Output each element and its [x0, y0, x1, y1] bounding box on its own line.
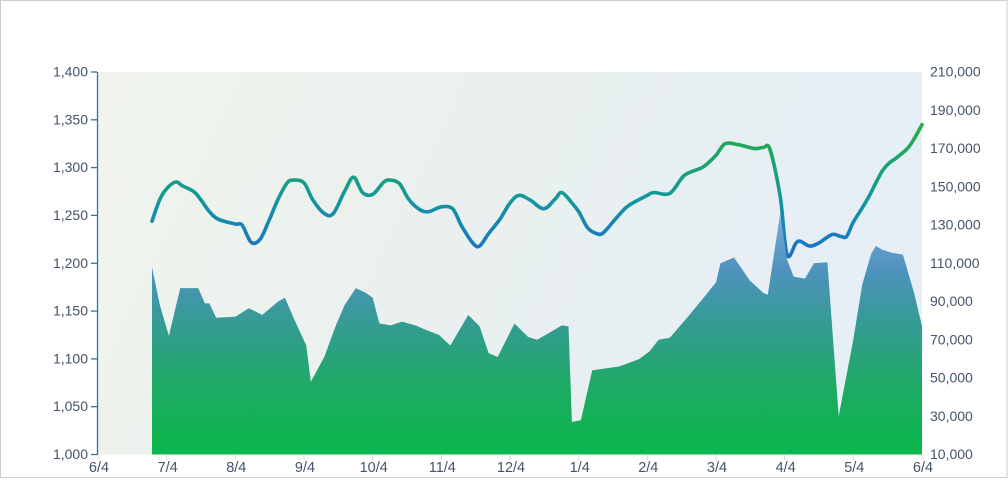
right-axis-tick-label: 110,000	[930, 255, 980, 271]
x-axis-tick-label: 6/4	[913, 460, 933, 476]
x-axis-tick-label: 2/4	[638, 460, 658, 476]
right-axis-tick-label: 90,000	[930, 293, 973, 309]
volume-area-series	[152, 213, 922, 455]
x-axis-tick-label: 1/4	[570, 460, 590, 476]
right-axis: 10,000 30,000 50,000 70,000 90,000 110,000 130…	[930, 64, 981, 463]
x-axis-tick-label: 9/4	[295, 460, 315, 476]
left-axis-tick-label: 1,350	[53, 111, 88, 127]
x-axis: 6/4 7/4 8/4 9/4 10/4 11/4 12/4 1/4 2/4 3/4 4/4 5/4 6…	[89, 455, 933, 476]
x-axis-tick-label: 5/4	[844, 460, 864, 476]
right-axis-tick-label: 190,000	[930, 102, 981, 118]
left-axis-tick-label: 1,050	[53, 398, 88, 414]
x-axis-tick-label: 3/4	[707, 460, 727, 476]
left-axis-tick-label: 1,100	[53, 350, 88, 366]
left-axis-tick-label: 1,300	[53, 159, 88, 175]
price-line-series	[150, 122, 924, 259]
left-axis-tick-label: 1,150	[53, 303, 88, 319]
x-axis-tick-label: 10/4	[360, 460, 388, 476]
right-axis-tick-label: 210,000	[930, 64, 981, 80]
right-axis-tick-label: 70,000	[930, 331, 973, 347]
left-axis-tick-label: 1,000	[53, 446, 88, 462]
x-axis-tick-label: 6/4	[89, 460, 109, 476]
left-axis-tick-label: 1,250	[53, 207, 88, 223]
left-axis-tick-label: 1,400	[53, 64, 88, 80]
x-axis-tick-label: 4/4	[776, 460, 796, 476]
right-axis-tick-label: 150,000	[930, 178, 981, 194]
right-axis-tick-label: 170,000	[930, 140, 981, 156]
x-axis-tick-label: 11/4	[429, 460, 456, 476]
right-axis-tick-label: 50,000	[930, 370, 973, 386]
right-axis-tick-label: 10,000	[930, 446, 973, 462]
right-axis-tick-label: 130,000	[930, 217, 981, 233]
left-axis: 1,000 1,050 1,100 1,150 1,200 1,250 1,300 1,350…	[53, 64, 99, 462]
left-axis-tick-label: 1,200	[53, 255, 88, 271]
x-axis-tick-label: 8/4	[226, 460, 246, 476]
x-axis-tick-label: 12/4	[497, 460, 525, 476]
x-axis-tick-label: 7/4	[158, 460, 178, 476]
right-axis-tick-label: 30,000	[930, 408, 973, 424]
